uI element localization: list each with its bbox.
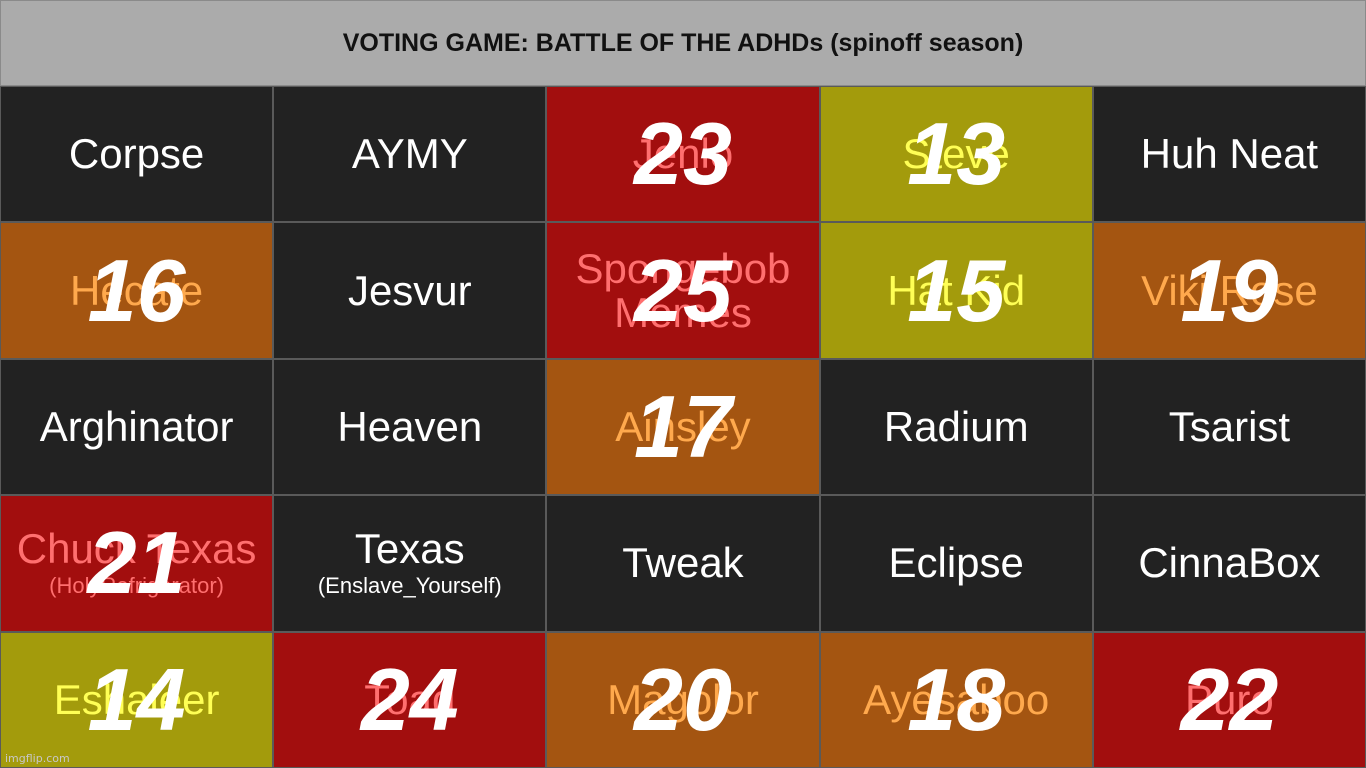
contestant-cell: Eshaleer 14 <box>0 631 274 768</box>
contestant-name: Hecate <box>70 266 204 314</box>
contestant-cell: Radium <box>819 358 1093 496</box>
contestant-name: Jesvur <box>347 266 472 314</box>
contestant-grid: Corpse AYMY Jenlo 23 Steve 13 Huh Neat Hecate 16… <box>0 86 1366 768</box>
contestant-name: Tweak <box>622 539 744 587</box>
contestant-name: Huh Neat <box>1140 130 1319 178</box>
elimination-number: 25 <box>634 240 732 340</box>
page-title: VOTING GAME: BATTLE OF THE ADHDs (spinof… <box>342 28 1024 57</box>
contestant-cell: Viki Rose 19 <box>1092 222 1366 359</box>
contestant-name: Ainsley <box>615 402 751 450</box>
contestant-cell: Magolor 20 <box>546 631 820 768</box>
contestant-name: Tsarist <box>1168 402 1291 450</box>
contestant-name: Viki Rose <box>1141 266 1318 314</box>
contestant-name: Eshaleer <box>53 675 220 723</box>
contestant-cell: Corpse <box>0 86 274 223</box>
contestant-cell: Jesvur <box>273 222 547 359</box>
contestant-username: (HolyRefrigerator) <box>49 573 224 599</box>
contestant-cell: Texas (Enslave_Yourself) <box>273 495 547 632</box>
contestant-cell: Puro 22 <box>1092 631 1366 768</box>
contestant-cell: Tweak <box>546 495 820 632</box>
contestant-name: Steve <box>902 130 1010 178</box>
elimination-number: 15 <box>907 240 1006 340</box>
contestant-cell: Arghinator <box>0 358 274 496</box>
elimination-number: 21 <box>87 513 186 613</box>
contestant-name: Heaven <box>337 402 483 450</box>
contestant-cell: Heaven <box>273 358 547 496</box>
contestant-cell: Steve 13 <box>819 86 1093 223</box>
contestant-cell: Chuck Texas (HolyRefrigerator) 21 <box>0 495 274 632</box>
elimination-number: 23 <box>634 104 732 204</box>
contestant-cell: Spongebob Memes 25 <box>546 222 820 359</box>
contestant-cell: Hecate 16 <box>0 222 274 359</box>
contestant-name: CinnaBox <box>1138 539 1321 587</box>
elimination-number: 20 <box>634 649 732 749</box>
contestant-name: Spongebob Memes <box>575 244 791 336</box>
contestant-name: Texas <box>354 525 465 573</box>
contestant-cell: Huh Neat <box>1092 86 1366 223</box>
contestant-name: Toad <box>364 675 456 723</box>
contestant-cell: Hat Kid 15 <box>819 222 1093 359</box>
elimination-number: 13 <box>907 104 1006 204</box>
contestant-name: Hat Kid <box>887 266 1026 314</box>
contestant-cell: AYMY <box>273 86 547 223</box>
watermark: imgflip.com <box>5 752 70 765</box>
contestant-name: Jenlo <box>632 130 734 178</box>
contestant-cell: Jenlo 23 <box>546 86 820 223</box>
elimination-number: 22 <box>1180 649 1279 749</box>
contestant-cell: Eclipse <box>819 495 1093 632</box>
contestant-name: Corpse <box>68 130 205 178</box>
elimination-number: 24 <box>360 649 459 749</box>
elimination-number: 18 <box>907 649 1006 749</box>
contestant-cell: Tsarist <box>1092 358 1366 496</box>
contestant-name: Puro <box>1185 675 1274 723</box>
contestant-cell: Toad 24 <box>273 631 547 768</box>
contestant-cell: CinnaBox <box>1092 495 1366 632</box>
elimination-number: 14 <box>87 649 186 749</box>
title-bar: VOTING GAME: BATTLE OF THE ADHDs (spinof… <box>0 0 1366 86</box>
elimination-number: 19 <box>1180 240 1279 340</box>
contestant-name: Ayesaboo <box>863 675 1050 723</box>
elimination-number: 17 <box>634 376 732 476</box>
contestant-name: Magolor <box>607 675 759 723</box>
elimination-number: 16 <box>87 240 186 340</box>
contestant-cell: Ainsley 17 <box>546 358 820 496</box>
contestant-name: Eclipse <box>888 539 1024 587</box>
contestant-name: Chuck Texas <box>16 525 257 573</box>
contestant-cell: Ayesaboo 18 <box>819 631 1093 768</box>
contestant-name: Radium <box>883 402 1029 450</box>
contestant-name: Arghinator <box>39 402 234 450</box>
contestant-name: AYMY <box>351 130 468 178</box>
contestant-username: (Enslave_Yourself) <box>317 573 502 599</box>
